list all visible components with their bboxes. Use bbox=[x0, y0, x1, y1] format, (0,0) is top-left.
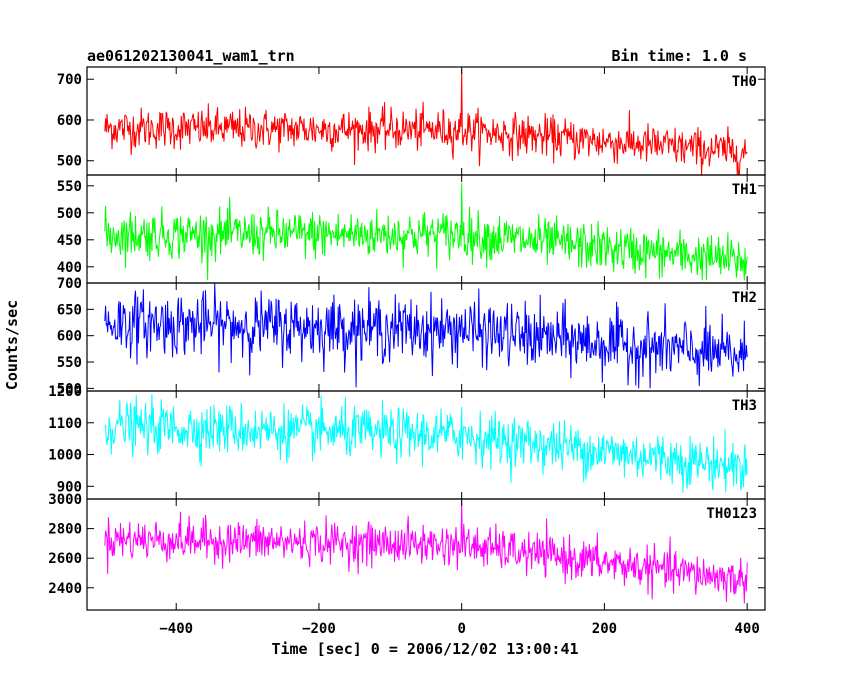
panel-label-th0: TH0 bbox=[732, 74, 757, 90]
panel-label-th2: TH2 bbox=[732, 290, 757, 306]
y-tick-label: 2600 bbox=[48, 551, 82, 567]
panel-label-th3: TH3 bbox=[732, 398, 757, 414]
panel-frame bbox=[86, 498, 766, 611]
y-tick-label: 400 bbox=[57, 260, 82, 276]
y-tick-label: 1000 bbox=[48, 448, 82, 464]
panel-th0: 500 600 700 TH0 bbox=[57, 66, 766, 176]
x-tick-label: −200 bbox=[302, 621, 336, 637]
panel-th0123: 2400 2600 2800 3000 TH0123 bbox=[48, 492, 766, 611]
y-axis-label: Counts/sec bbox=[3, 300, 21, 390]
y-tick-label: 500 bbox=[57, 381, 82, 397]
panels-group: 500 600 700 TH0 400 450 500 550 TH1 500 550 600 650 7… bbox=[48, 66, 766, 611]
y-tick-label: 700 bbox=[57, 72, 82, 88]
x-axis: −400 −200 0 200 400 bbox=[159, 621, 759, 637]
series-line-th3 bbox=[104, 393, 748, 493]
series-line-th0 bbox=[104, 68, 748, 175]
y-tick-label: 2400 bbox=[48, 581, 82, 597]
x-axis-label: Time [sec] 0 = 2006/12/02 13:00:41 bbox=[271, 640, 578, 658]
panel-label-th1: TH1 bbox=[732, 182, 757, 198]
y-tick-label: 500 bbox=[57, 206, 82, 222]
x-tick-label: 200 bbox=[592, 621, 617, 637]
y-tick-label: 2800 bbox=[48, 522, 82, 538]
x-tick-label: 400 bbox=[735, 621, 760, 637]
y-tick-label: 600 bbox=[57, 113, 82, 129]
bin-time-label: Bin time: 1.0 s bbox=[612, 47, 747, 65]
y-tick-label: 900 bbox=[57, 479, 82, 495]
chart-title: ae061202130041_wam1_trn bbox=[87, 47, 295, 65]
panel-label-th0123: TH0123 bbox=[706, 506, 757, 522]
y-tick-label: 550 bbox=[57, 179, 82, 195]
y-tick-label: 650 bbox=[57, 302, 82, 318]
series-line-th0123 bbox=[104, 500, 748, 604]
y-tick-label: 1200 bbox=[48, 384, 82, 400]
x-tick-label: −400 bbox=[159, 621, 193, 637]
y-tick-label: 700 bbox=[57, 276, 82, 292]
y-tick-label: 550 bbox=[57, 355, 82, 371]
series-line-th1 bbox=[104, 183, 748, 281]
y-tick-label: 1100 bbox=[48, 416, 82, 432]
y-tick-label: 500 bbox=[57, 154, 82, 170]
panel-th3: 900 1000 1100 1200 TH3 bbox=[48, 384, 766, 500]
x-tick-label: 0 bbox=[457, 621, 465, 637]
series-line-th2 bbox=[104, 283, 748, 389]
y-tick-label: 450 bbox=[57, 233, 82, 249]
panel-th1: 400 450 500 550 TH1 bbox=[57, 174, 766, 284]
panel-frame bbox=[86, 174, 766, 284]
y-tick-label: 600 bbox=[57, 329, 82, 345]
y-tick-label: 3000 bbox=[48, 492, 82, 508]
panel-th2: 500 550 600 650 700 TH2 bbox=[57, 276, 766, 397]
